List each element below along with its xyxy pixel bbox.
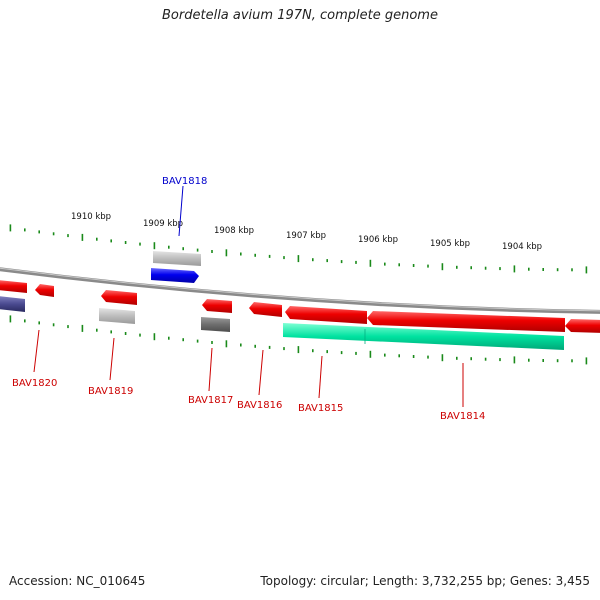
gene-bav1814[interactable]	[367, 311, 565, 332]
genome-backbone	[0, 267, 600, 314]
outer-tick-ring	[9, 224, 588, 274]
rna-gene-reverse[interactable]	[99, 308, 135, 324]
gene-label-bav1819: BAV1819	[88, 386, 133, 397]
inner-tick-ring	[9, 315, 588, 365]
gene-label-bav1820: BAV1820	[12, 378, 57, 389]
pseudo-gene[interactable]	[201, 317, 230, 332]
gene-label-bav1814: BAV1814	[440, 411, 485, 422]
gene-bav1818[interactable]	[151, 268, 199, 283]
gene-label-bav1818: BAV1818	[162, 176, 207, 187]
gene-bav1816[interactable]	[249, 302, 282, 317]
gene-label-bav1815: BAV1815	[298, 403, 343, 414]
gene-right-edge[interactable]	[565, 319, 600, 333]
kbp-tick-label: 1905 kbp	[430, 239, 470, 249]
kbp-tick-label: 1907 kbp	[286, 231, 326, 241]
gene-label-bav1817: BAV1817	[188, 395, 233, 406]
accession-text: Accession: NC_010645	[9, 574, 146, 588]
rna-gene-forward[interactable]	[153, 251, 201, 266]
kbp-tick-label: 1910 kbp	[71, 212, 111, 222]
gene-bav1817[interactable]	[202, 299, 232, 313]
gene-label-bav1816: BAV1816	[237, 400, 282, 411]
topology-text: Topology: circular; Length: 3,732,255 bp…	[260, 574, 590, 588]
kbp-tick-label: 1908 kbp	[214, 226, 254, 236]
gene-left-edge[interactable]	[0, 280, 27, 293]
feature-left-edge[interactable]	[0, 296, 25, 312]
genome-title: Bordetella avium 197N, complete genome	[162, 8, 438, 23]
gene-bav1815[interactable]	[285, 306, 367, 324]
other-feature-teal[interactable]	[283, 323, 564, 350]
kbp-tick-label: 1906 kbp	[358, 235, 398, 245]
kbp-tick-label: 1904 kbp	[502, 242, 542, 252]
gene-bav1819[interactable]	[101, 290, 137, 305]
gene-bav1820[interactable]	[35, 284, 54, 297]
kbp-tick-label: 1909 kbp	[143, 219, 183, 229]
